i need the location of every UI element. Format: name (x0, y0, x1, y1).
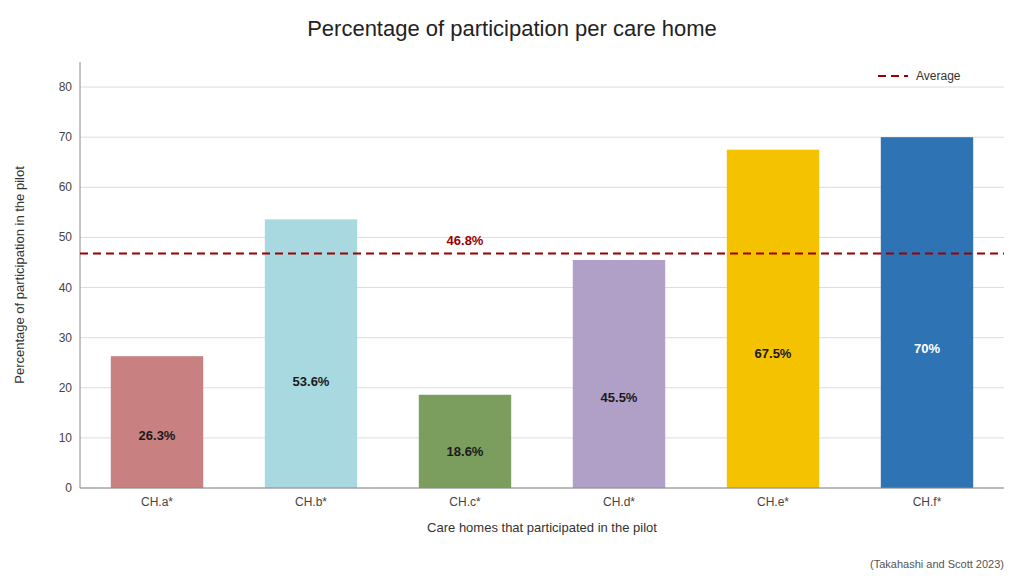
grid-line (80, 187, 1004, 188)
y-tick-label: 30 (59, 331, 73, 345)
x-tick-label: CH.e* (757, 495, 789, 509)
bar (727, 150, 819, 488)
data-label: 53.6% (293, 374, 330, 389)
y-axis-label: Percentage of participation in the pilot (12, 166, 27, 384)
average-label: 46.8% (447, 233, 484, 248)
x-tick-label: CH.d* (603, 495, 635, 509)
grid-line (80, 488, 1004, 489)
data-label: 18.6% (447, 444, 484, 459)
legend: Average (878, 69, 961, 83)
x-tick-label: CH.b* (295, 495, 327, 509)
bar (419, 395, 511, 488)
grid-line (80, 287, 1004, 288)
page: {"chart_data": {"type": "bar", "title": … (0, 0, 1024, 576)
x-tick-label: CH.c* (449, 495, 481, 509)
title: Percentage of participation per care hom… (307, 16, 717, 41)
grid-line (80, 237, 1004, 238)
grid-line (80, 437, 1004, 438)
data-label: 67.5% (755, 346, 792, 361)
y-axis-line (80, 62, 81, 488)
bar (573, 260, 665, 488)
average-group (80, 253, 1004, 254)
average-line (80, 252, 1004, 254)
x-tick-label: CH.f* (913, 495, 942, 509)
annotation: (Takahashi and Scott 2023) (870, 558, 1004, 570)
grid (80, 87, 1004, 488)
y-tick-label: 80 (59, 80, 73, 94)
y-tick-label: 60 (59, 180, 73, 194)
data-label: 26.3% (139, 428, 176, 443)
grid-line (80, 87, 1004, 88)
bar (111, 356, 203, 488)
y-tick-label: 20 (59, 381, 73, 395)
chart: Percentage of participation per care hom… (0, 0, 1024, 576)
bars (111, 137, 973, 488)
data-label: 70% (914, 341, 940, 356)
legend-label: Average (916, 69, 961, 83)
grid-line (80, 387, 1004, 388)
grid-line (80, 137, 1004, 138)
grid-line (80, 337, 1004, 338)
x-tick-label: CH.a* (141, 495, 173, 509)
data-label: 45.5% (601, 390, 638, 405)
y-tick-label: 70 (59, 130, 73, 144)
bar (881, 137, 973, 488)
y-tick-label: 10 (59, 431, 73, 445)
y-tick-label: 0 (65, 481, 72, 495)
y-tick-label: 50 (59, 230, 73, 244)
legend-swatch (878, 75, 908, 77)
y-tick-label: 40 (59, 281, 73, 295)
bar (265, 219, 357, 488)
x-axis-label: Care homes that participated in the pilo… (427, 520, 657, 535)
x-axis-line (80, 488, 1004, 489)
